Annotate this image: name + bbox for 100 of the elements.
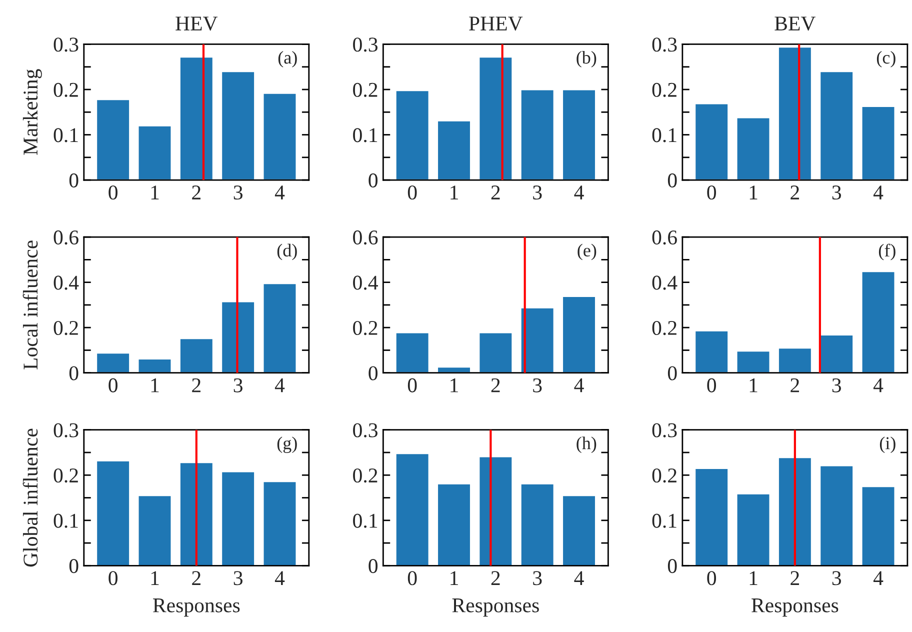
- x-tick-label: 3: [234, 186, 242, 200]
- x-tick-label: 4: [873, 571, 884, 585]
- x-tick-label: 0: [408, 378, 417, 392]
- chart-title: HEV: [176, 16, 218, 31]
- bar: [394, 90, 430, 180]
- x-tick-label: 1: [750, 378, 758, 392]
- bar: [860, 106, 896, 180]
- bar: [694, 102, 729, 180]
- bar: [220, 470, 256, 566]
- bar: [819, 334, 854, 373]
- bar: [694, 330, 729, 373]
- x-axis-title: Responses: [452, 598, 539, 617]
- y-tick-label: 0.2: [353, 320, 378, 336]
- bar: [436, 120, 472, 180]
- x-tick-label: 3: [533, 571, 542, 586]
- bar: [394, 332, 430, 373]
- x-tick-label: 0: [408, 185, 417, 200]
- x-tick-label: 1: [151, 186, 159, 200]
- y-tick-label: 0.4: [353, 276, 378, 290]
- bar: [179, 338, 214, 373]
- x-tick-label: 3: [533, 186, 542, 200]
- bar: [520, 88, 555, 180]
- bar: [736, 116, 771, 180]
- x-tick-label: 2: [491, 571, 500, 585]
- x-axis-title: Responses: [153, 598, 240, 617]
- x-tick-label: 3: [832, 186, 841, 200]
- y-tick-label: 0: [668, 366, 677, 380]
- annotation: (e): [578, 244, 596, 260]
- bar: [96, 460, 130, 566]
- bar: [220, 70, 256, 180]
- y-tick-label: 0: [69, 173, 78, 188]
- bar: [96, 98, 130, 180]
- bar: [562, 296, 596, 373]
- bar: [736, 492, 771, 566]
- y-tick-label: 0: [368, 559, 378, 574]
- y-tick-label: 0.3: [652, 38, 677, 52]
- x-tick-label: 1: [750, 186, 758, 200]
- x-tick-label: 3: [234, 571, 242, 586]
- annotation: (d): [277, 244, 297, 260]
- y-tick-label: 0.1: [652, 514, 676, 528]
- y-tick-label: 0.2: [652, 320, 676, 336]
- annotation: (b): [576, 50, 596, 68]
- x-axis-title: Responses: [752, 598, 838, 617]
- bar: [478, 56, 514, 180]
- y-tick-label: 0.4: [652, 276, 678, 290]
- x-tick-label: 4: [574, 186, 584, 200]
- y-tick-label: 0.3: [54, 38, 78, 52]
- x-tick-label: 2: [491, 186, 500, 200]
- y-tick-label: 0.2: [353, 82, 378, 98]
- x-tick-label: 0: [707, 185, 716, 200]
- y-tick-label: 0.3: [54, 423, 78, 438]
- x-tick-label: 2: [192, 186, 200, 200]
- y-tick-label: 0.2: [353, 468, 378, 483]
- x-tick-label: 0: [108, 571, 118, 586]
- bar: [736, 350, 771, 373]
- chart-title: BEV: [774, 16, 816, 31]
- annotation: (f): [878, 244, 896, 260]
- y-tick-label: 0.1: [353, 514, 378, 528]
- bar: [694, 468, 729, 566]
- bar: [860, 270, 896, 373]
- x-tick-label: 1: [450, 186, 458, 200]
- bar: [778, 46, 812, 180]
- chart-title: PHEV: [469, 16, 523, 31]
- y-tick-label: 0.1: [54, 514, 78, 528]
- x-tick-label: 3: [234, 378, 242, 392]
- x-tick-label: 4: [274, 378, 285, 392]
- annotation: (g): [277, 436, 297, 454]
- y-tick-label: 0.2: [652, 468, 676, 483]
- annotation: (h): [576, 436, 596, 453]
- bar: [137, 125, 172, 180]
- y-tick-label: 0: [368, 173, 378, 188]
- y-axis-title: Marketing: [22, 69, 42, 155]
- bar: [520, 483, 555, 566]
- x-tick-label: 2: [790, 378, 799, 392]
- y-axis-title: Global influence: [22, 428, 38, 567]
- x-tick-label: 1: [750, 571, 758, 585]
- bar: [96, 352, 130, 373]
- x-tick-label: 2: [192, 571, 200, 585]
- bar: [562, 494, 596, 566]
- x-tick-label: 4: [274, 571, 285, 585]
- x-tick-label: 2: [790, 186, 799, 200]
- y-tick-label: 0.3: [353, 38, 378, 52]
- bar: [262, 480, 298, 566]
- x-tick-label: 1: [151, 571, 159, 585]
- bar: [179, 56, 214, 180]
- x-tick-label: 1: [450, 571, 458, 585]
- bar: [778, 456, 812, 566]
- y-tick-label: 0: [368, 366, 378, 380]
- bar: [137, 358, 172, 373]
- y-tick-label: 0.1: [353, 128, 378, 142]
- y-tick-label: 0: [69, 366, 78, 380]
- bar: [520, 306, 555, 373]
- y-tick-label: 0.4: [54, 276, 79, 290]
- bar: [562, 88, 596, 180]
- x-tick-label: 3: [533, 378, 542, 392]
- x-tick-label: 1: [151, 378, 159, 392]
- y-tick-label: 0.2: [54, 468, 78, 483]
- bar: [262, 92, 298, 180]
- x-tick-label: 3: [832, 571, 841, 586]
- x-tick-label: 2: [491, 378, 500, 392]
